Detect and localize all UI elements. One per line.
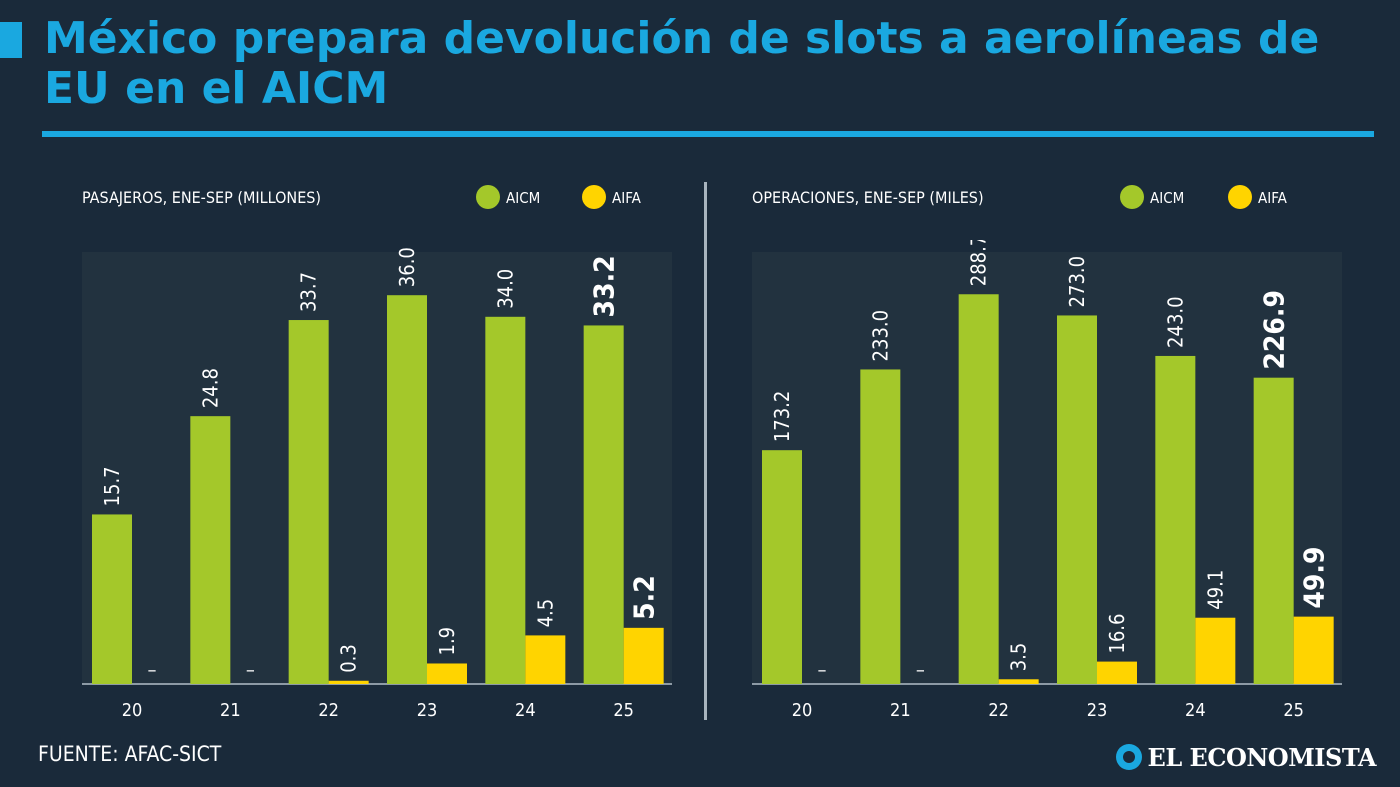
x-tick-label: 25 <box>1283 700 1304 721</box>
data-label-aicm: 15.7 <box>100 466 124 506</box>
data-label-aicm: 24.8 <box>198 368 222 408</box>
chart-title-operaciones: OPERACIONES, ENE-SEP (MILES) <box>752 188 984 207</box>
data-label-aicm: 288.7 <box>967 240 991 286</box>
data-label-aifa: 0.3 <box>337 644 361 673</box>
x-tick-label: 23 <box>1087 700 1108 721</box>
data-label-aifa: 5.2 <box>627 575 660 620</box>
x-tick-label: 23 <box>417 700 438 721</box>
chart-title-pasajeros: PASAJEROS, ENE-SEP (MILLONES) <box>82 188 322 207</box>
data-label-aifa: 49.9 <box>1297 546 1330 608</box>
data-label-aicm: 273.0 <box>1065 256 1089 308</box>
data-label-aifa: – <box>818 660 827 681</box>
bar-aifa-24 <box>525 635 566 684</box>
data-label-aicm: 33.7 <box>297 272 321 312</box>
bar-aicm-23 <box>387 295 427 684</box>
bar-aicm-21 <box>190 416 231 684</box>
legend-swatch-aicm <box>1120 185 1144 209</box>
panel-divider <box>704 182 707 720</box>
bar-aifa-23 <box>1097 661 1137 684</box>
data-label-aicm: 173.2 <box>770 391 794 443</box>
data-label-aicm: 226.9 <box>1257 290 1290 370</box>
data-label-aifa: 4.5 <box>533 599 557 628</box>
data-label-aifa: 49.1 <box>1203 570 1227 610</box>
plot-area <box>82 252 672 684</box>
x-tick-label: 25 <box>613 700 634 721</box>
legend-label-aicm: AICM <box>1150 189 1185 207</box>
data-label-aifa: 16.6 <box>1105 614 1129 654</box>
source-note: FUENTE: AFAC-SICT <box>38 742 222 766</box>
data-label-aicm: 33.2 <box>587 255 620 317</box>
x-tick-label: 24 <box>1185 700 1206 721</box>
data-label-aicm: 233.0 <box>868 310 892 362</box>
chart-operaciones: 173.2–20233.0–21288.73.522273.016.623243… <box>752 240 1342 721</box>
bar-aicm-21 <box>860 369 901 684</box>
page-title: México prepara devolución de slots a aer… <box>44 13 1320 114</box>
bar-aicm-22 <box>288 320 329 684</box>
bar-aicm-20 <box>92 514 132 684</box>
x-tick-label: 22 <box>988 700 1009 721</box>
x-tick-label: 21 <box>890 700 911 721</box>
legend-swatch-aifa <box>1228 185 1252 209</box>
data-label-aifa: – <box>148 660 157 681</box>
legend-label-aifa: AIFA <box>1258 189 1287 207</box>
x-tick-label: 20 <box>792 700 813 721</box>
bar-aicm-24 <box>485 316 526 684</box>
globe-icon <box>1115 744 1142 770</box>
data-label-aifa: – <box>916 660 925 681</box>
bar-aifa-22 <box>998 679 1039 684</box>
data-label-aifa: 1.9 <box>435 627 459 656</box>
legend-swatch-aicm <box>476 185 500 209</box>
data-label-aifa: – <box>246 660 255 681</box>
legend-label-aicm: AICM <box>506 189 541 207</box>
bar-aicm-24 <box>1155 355 1196 684</box>
brand-logo: EL ECONOMISTA <box>1115 740 1377 774</box>
legend-swatch-aifa <box>582 185 606 209</box>
chart-pasajeros: 15.7–2024.8–2133.70.32236.01.92334.04.52… <box>82 247 672 721</box>
bar-aicm-25 <box>583 325 624 684</box>
data-label-aicm: 243.0 <box>1163 296 1187 348</box>
x-tick-label: 21 <box>220 700 241 721</box>
data-label-aicm: 36.0 <box>395 247 419 287</box>
bar-aicm-22 <box>958 294 999 684</box>
bar-aicm-25 <box>1253 377 1294 684</box>
bar-aifa-24 <box>1195 617 1236 684</box>
x-tick-label: 20 <box>122 700 143 721</box>
x-tick-label: 22 <box>318 700 339 721</box>
bar-aicm-20 <box>762 450 802 684</box>
title-rule <box>42 131 1374 137</box>
bar-aifa-25 <box>623 627 664 684</box>
title-marker <box>0 22 22 58</box>
data-label-aicm: 34.0 <box>493 269 517 309</box>
brand-name: EL ECONOMISTA <box>1147 742 1377 772</box>
bar-aicm-23 <box>1057 315 1097 684</box>
data-label-aifa: 3.5 <box>1007 643 1031 672</box>
bar-aifa-23 <box>427 663 467 684</box>
plot-area <box>752 252 1342 684</box>
legend-label-aifa: AIFA <box>612 189 641 207</box>
bar-aifa-22 <box>328 680 369 684</box>
x-tick-label: 24 <box>515 700 536 721</box>
bar-aifa-25 <box>1293 616 1334 684</box>
